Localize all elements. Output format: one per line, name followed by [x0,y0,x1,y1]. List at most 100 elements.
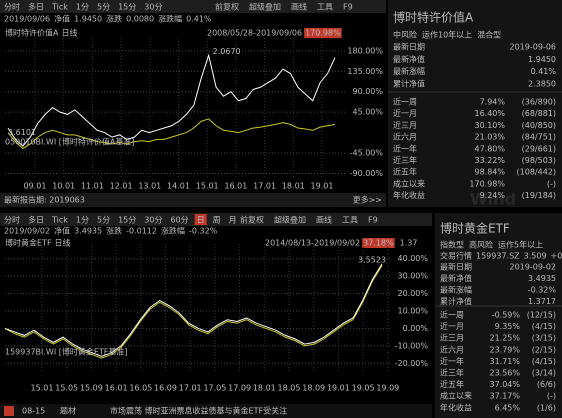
perf-label: 近三月 [440,333,464,343]
perf-rank: (98/503) [522,156,556,165]
benchmark-label: 050010BI.WI [博时特许价值A基准] [5,137,134,147]
side-row-label: 最新净值 [393,54,425,64]
toolbar-tab[interactable]: 分时 [4,2,20,12]
toolbar-tool[interactable]: 超级叠加 [249,2,281,12]
side-tag: 运作10年以上 [422,30,472,40]
perf-rank: (29/661) [522,144,556,153]
peak-label: 3.5523 [358,255,386,264]
side-row-value: 2019-09-06 [510,43,557,52]
perf-pct: 21.25% [489,334,520,343]
toolbar-tab[interactable]: 1分 [76,3,89,12]
perf-pct: 23.56% [489,369,520,378]
legend-name: 博时特许价值A [5,28,59,38]
x-tick-label: 18.01 [282,182,305,191]
side-tag: 中风险 [393,30,417,40]
toolbar-tab[interactable]: 15分 [118,3,136,12]
more-link[interactable]: 更多>> [353,195,382,205]
perf-pct: 7.94% [480,98,506,107]
perf-rank: (3/14) [532,369,556,378]
watermark: Wind [470,190,516,209]
perf-label: 近六月 [393,132,417,142]
news-date: 08-15 [22,407,45,416]
toolbar-tab[interactable]: 多日 [28,2,44,12]
y-tick-label: -10.00% [395,341,429,350]
range-pct: 37.18% [363,239,394,248]
perf-rank: (6/6) [537,380,556,389]
y-tick-label: 20.00% [397,289,428,298]
info-item: 净值 [54,14,70,24]
toolbar-tool[interactable]: 超级叠加 [274,215,306,225]
y-tick-label: 90.00% [352,87,383,96]
news-text[interactable]: 市场震荡 博时亚洲票息收益债基与黄金ETF受关注 [110,406,287,416]
perf-pct: 31.71% [489,357,520,366]
perf-rank: (68/881) [522,109,556,118]
toolbar-tab[interactable]: 5分 [97,3,110,12]
toolbar-tab[interactable]: Tick [51,3,68,12]
x-tick-label: 19.09 [376,384,399,393]
side-panel [435,213,562,418]
x-tick-label: 17.09 [228,384,251,393]
perf-label: 近一周 [440,310,464,320]
toolbar-tab[interactable]: 60分 [170,216,188,225]
side-row-value: 1.3717 [528,297,556,306]
toolbar-tab[interactable]: 月 [229,216,237,225]
x-tick-label: 18.01 [253,384,276,393]
perf-pct: 170.98% [469,179,505,188]
toolbar-tab[interactable]: 30分 [144,216,162,225]
x-tick-label: 19.01 [311,182,334,191]
info-item: -0.32% [189,227,218,236]
benchmark-line [4,265,383,359]
toolbar [0,213,432,226]
toolbar-tool[interactable]: F9 [343,3,353,12]
x-tick-label: 13.01 [138,182,161,191]
perf-label: 近三年 [440,368,464,378]
perf-rank: (1/6) [537,403,556,412]
perf-rank: (19/184) [522,191,556,200]
toolbar-tool[interactable]: F9 [368,216,378,225]
toolbar-tab[interactable]: 分时 [4,215,20,225]
toolbar-tab[interactable]: 30分 [144,3,162,12]
y-tick-label: 135.00% [347,67,383,76]
perf-label: 年化收益 [440,402,472,412]
perf-label: 近五年 [393,167,417,177]
toolbar-tool[interactable]: 工具 [317,3,333,12]
x-tick-label: 18.05 [278,384,301,393]
toolbar-tool[interactable]: 前复权 [215,2,239,12]
side-tag: 指数型 [440,240,464,250]
trade-item: +0.37 [551,252,562,261]
toolbar-tab[interactable]: 15分 [118,216,136,225]
x-tick-label: 10.01 [52,182,75,191]
side-title: 博时黄金ETF [440,221,510,236]
side-row-value: 2.3850 [528,79,556,88]
perf-rank: (36/890) [522,98,556,107]
toolbar-tool[interactable]: 画线 [291,2,307,12]
x-tick-label: 15.05 [55,384,78,393]
status-bar [0,193,386,207]
y-tick-label: -45.00% [350,149,384,158]
toolbar-tab[interactable]: 多日 [28,215,44,225]
perf-rank: (84/751) [522,133,556,142]
toolbar-tool[interactable]: 画线 [316,215,332,225]
side-row-label: 最新日期 [440,262,472,272]
perf-pct: 23.79% [489,345,520,354]
toolbar-tab[interactable]: 周 [213,216,221,225]
x-tick-label: 17.05 [203,384,226,393]
perf-rank: (12/15) [527,311,556,320]
perf-pct: -0.59% [492,311,521,320]
toolbar-tool[interactable]: 前复权 [240,215,264,225]
side-row-label: 累计净值 [393,78,425,88]
range-pct-box [304,28,342,38]
perf-label: 年化收益 [393,190,425,200]
toolbar-tab[interactable]: 5分 [97,216,110,225]
fund-line [4,263,383,357]
info-item: 涨跌 [106,226,122,236]
toolbar-tab[interactable]: 1分 [76,216,89,225]
perf-label: 近三月 [393,120,417,130]
y-tick-label: 10.00% [397,307,428,316]
toolbar-tool[interactable]: 工具 [342,216,358,225]
toolbar-tab[interactable]: Tick [51,216,68,225]
toolbar-tab[interactable]: 日 [197,216,205,225]
side-row-value: 2019-09-02 [510,263,557,272]
perf-rank: (40/850) [522,121,556,130]
